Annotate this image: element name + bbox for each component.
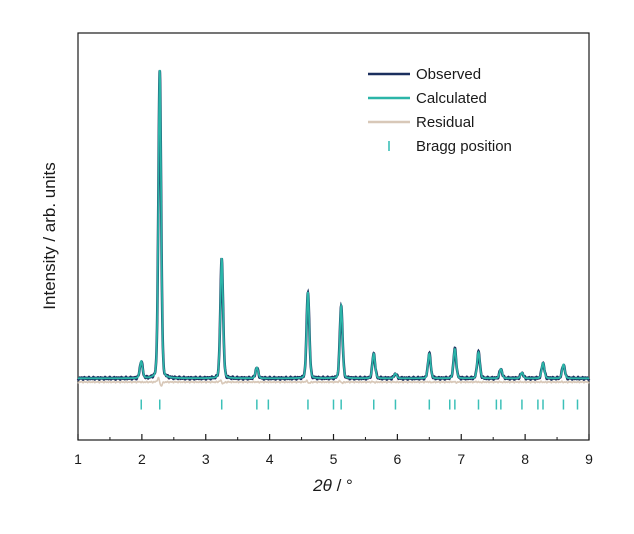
x-tick-label: 9	[585, 451, 593, 467]
legend-label-residual: Residual	[416, 114, 474, 131]
x-tick-label: 4	[266, 451, 274, 467]
calculated-series	[78, 69, 589, 380]
x-tick-label: 1	[74, 451, 82, 467]
residual-line	[77, 376, 590, 387]
residual-series	[77, 376, 590, 387]
x-tick-label: 3	[202, 451, 210, 467]
x-tick-label: 5	[330, 451, 338, 467]
x-axis-title: 2θ / °	[312, 476, 353, 495]
x-axis-symbol: 2θ	[312, 476, 332, 495]
x-tick-label: 7	[457, 451, 465, 467]
bragg-position-series	[140, 399, 579, 410]
x-tick-label: 8	[521, 451, 529, 467]
x-tick-label: 2	[138, 451, 146, 467]
x-axis-unit: / °	[332, 476, 353, 495]
legend-label-bragg: Bragg position	[416, 138, 512, 155]
observed-series	[76, 70, 591, 382]
x-tick-label: 6	[393, 451, 401, 467]
observed-line	[76, 70, 591, 382]
x-axis-ticks: 1 2 3 4 5 6 7 8 9	[74, 434, 593, 467]
y-axis-title: Intensity / arb. units	[40, 162, 59, 309]
calculated-line	[78, 69, 589, 380]
legend-label-observed: Observed	[416, 66, 481, 83]
legend: Observed Calculated Residual Bragg posit…	[368, 66, 512, 155]
legend-label-calculated: Calculated	[416, 90, 487, 107]
